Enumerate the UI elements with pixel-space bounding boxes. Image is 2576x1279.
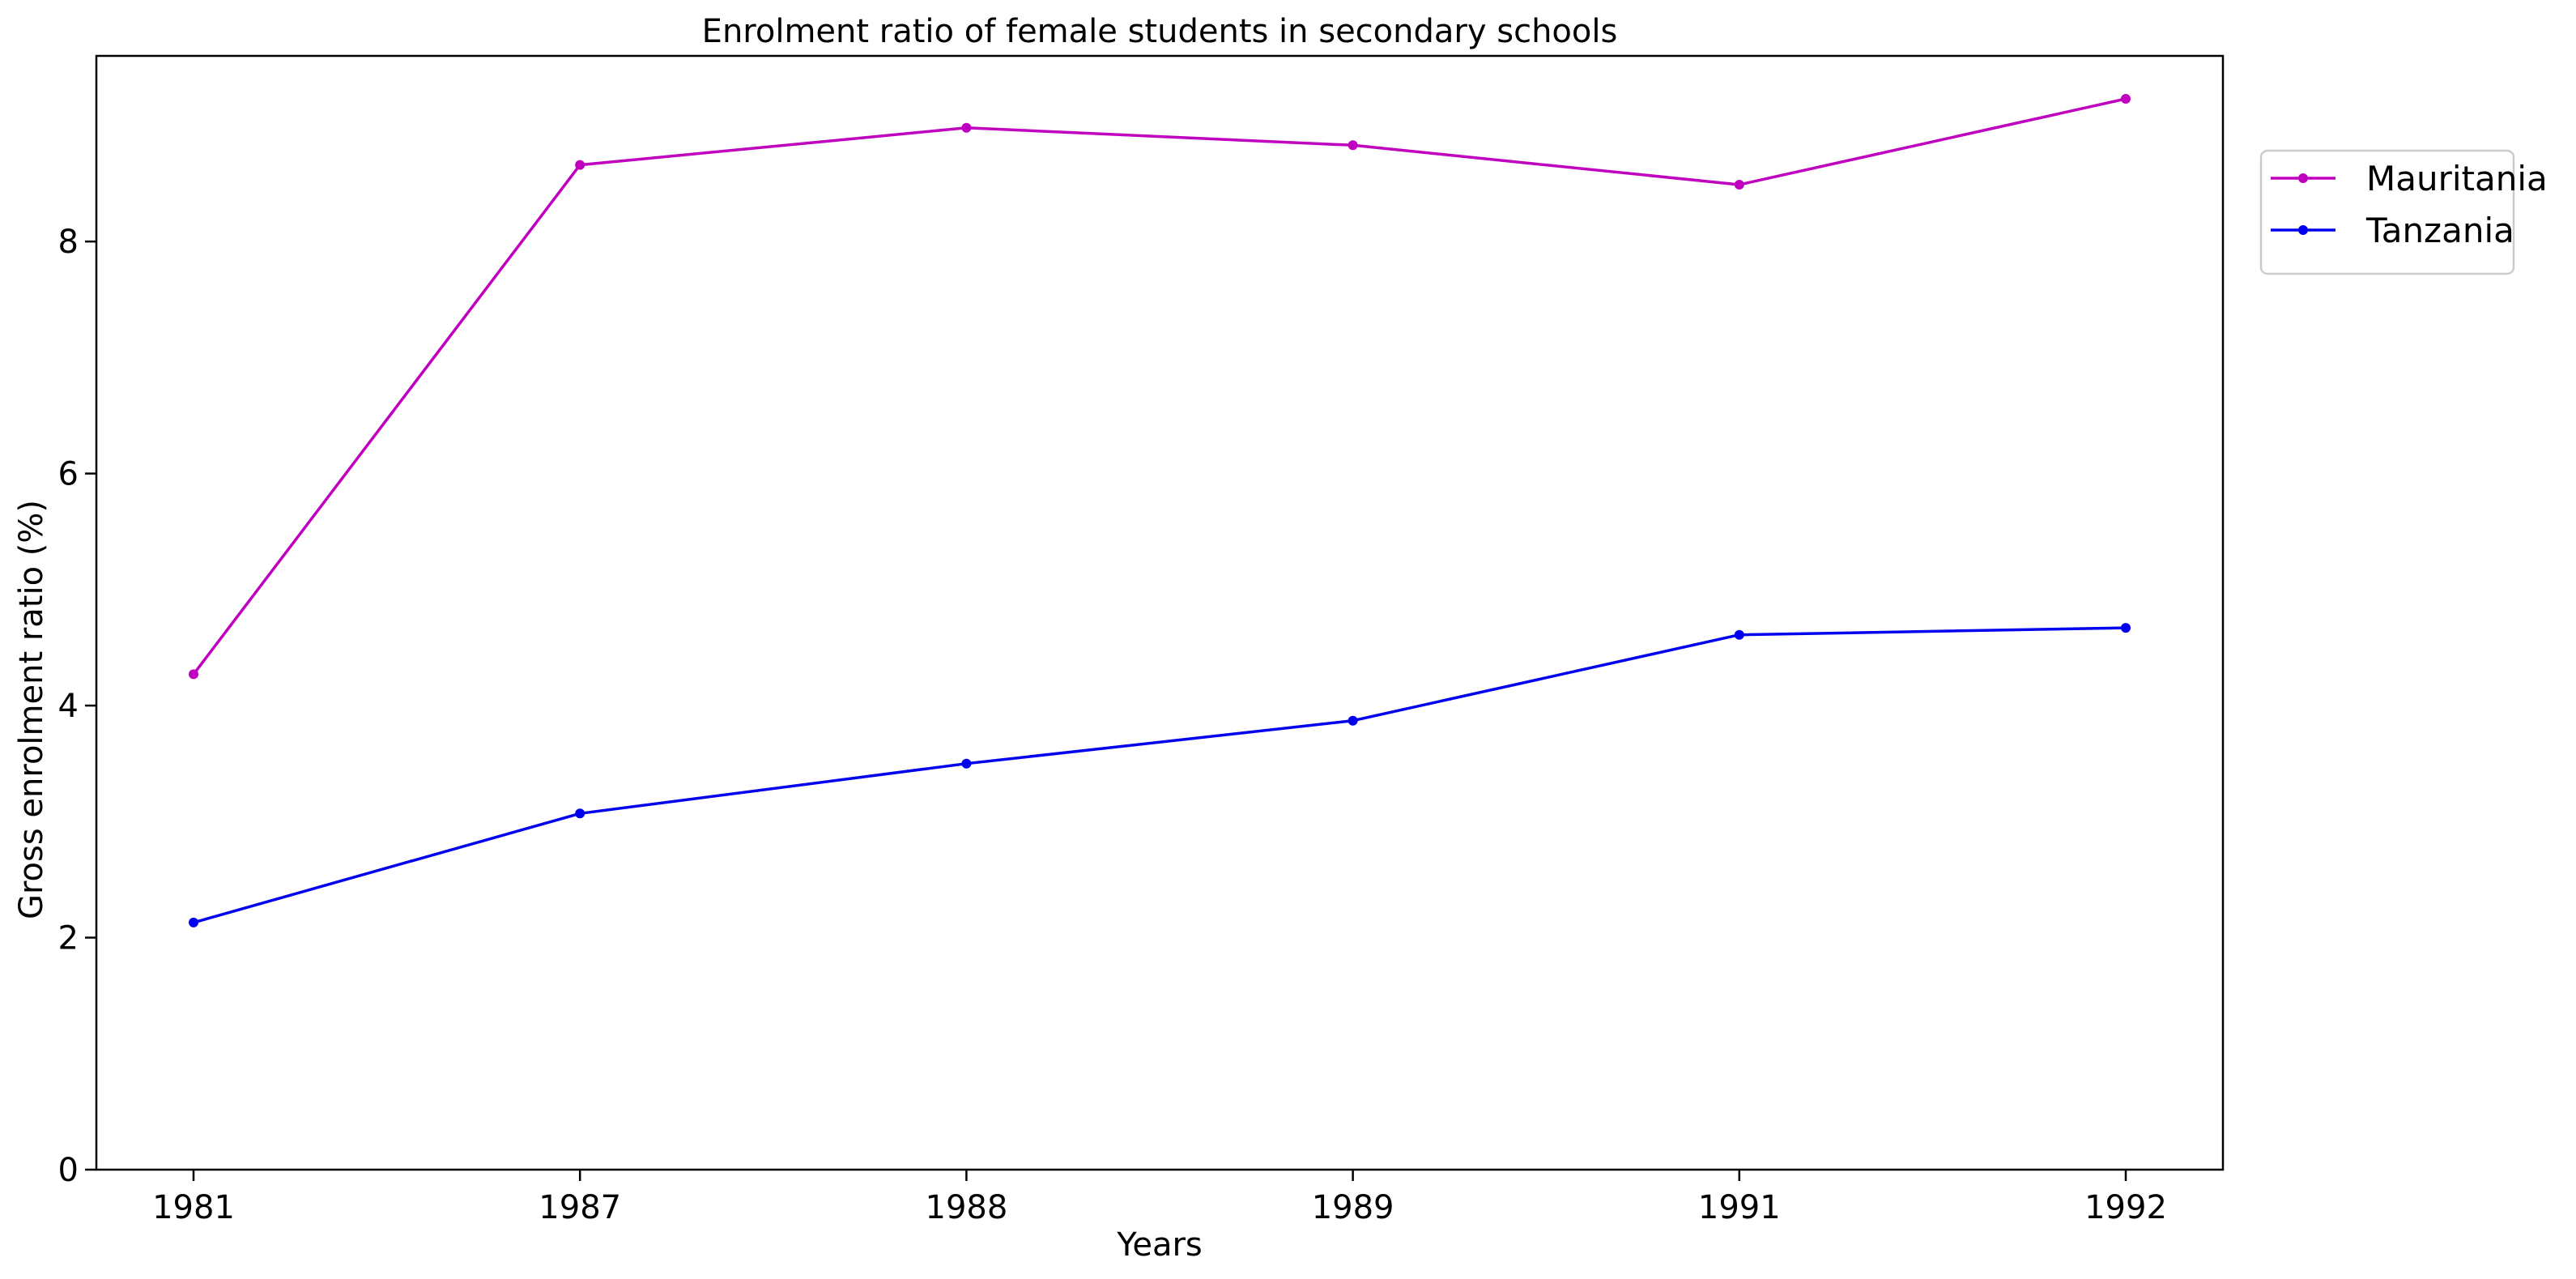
data-point-mauritania xyxy=(189,669,198,680)
x-tick-label: 1989 xyxy=(1312,1189,1394,1226)
data-point-tanzania xyxy=(189,917,198,927)
legend-marker-tanzania xyxy=(2298,225,2308,235)
data-point-mauritania xyxy=(1348,140,1358,151)
series-line-tanzania xyxy=(193,626,2127,924)
data-point-tanzania xyxy=(1734,629,1744,640)
y-tick-label: 4 xyxy=(58,688,79,725)
data-point-tanzania xyxy=(575,808,585,819)
data-point-tanzania xyxy=(961,758,972,769)
legend: Mauritania Tanzania xyxy=(2259,149,2548,275)
y-tick-label: 6 xyxy=(58,456,79,493)
series-line-mauritania xyxy=(192,97,2127,676)
x-tick-label: 1992 xyxy=(2084,1189,2167,1226)
data-point-tanzania xyxy=(1348,715,1358,726)
x-tick-label: 1981 xyxy=(152,1189,235,1226)
data-point-mauritania xyxy=(575,160,585,170)
x-tick-label: 1991 xyxy=(1698,1189,1781,1226)
y-axis-label: Gross enrolment ratio (%) xyxy=(13,500,50,919)
data-point-tanzania xyxy=(2121,623,2131,633)
legend-label-mauritania: Mauritania xyxy=(2366,159,2548,198)
chart-title: Enrolment ratio of female students in se… xyxy=(702,13,1618,50)
y-tick-label: 8 xyxy=(58,224,79,261)
legend-label-tanzania: Tanzania xyxy=(2365,211,2514,250)
plot-frame xyxy=(95,54,2225,1171)
x-axis-label: Years xyxy=(1116,1226,1203,1264)
data-point-mauritania xyxy=(961,122,972,133)
x-tick-label: 1987 xyxy=(539,1189,621,1226)
legend-box xyxy=(2259,149,2515,275)
legend-marker-mauritania xyxy=(2298,173,2308,183)
plot-area: 0 2 4 6 8 1981 1987 1988 1989 1991 1992 xyxy=(58,54,2225,1226)
x-tick-label: 1988 xyxy=(926,1189,1008,1226)
data-point-mauritania xyxy=(1734,179,1744,190)
data-point-mauritania xyxy=(2121,93,2131,104)
y-tick-label: 0 xyxy=(58,1152,79,1189)
y-tick-label: 2 xyxy=(58,920,79,957)
